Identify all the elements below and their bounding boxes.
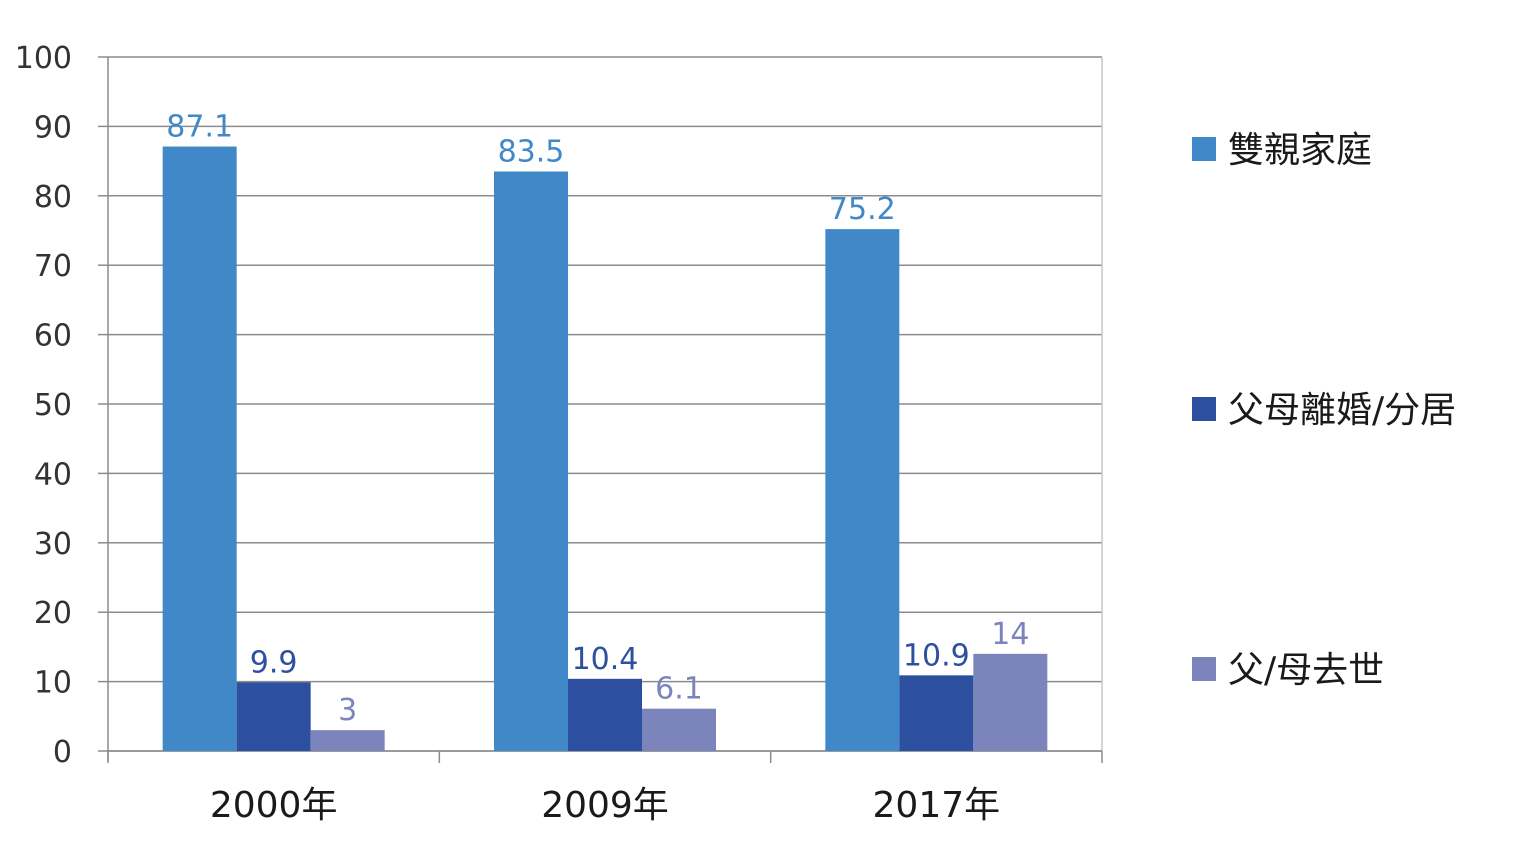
bars xyxy=(162,146,1048,751)
data-label: 10.9 xyxy=(903,638,970,673)
data-label: 75.2 xyxy=(829,192,896,227)
bar xyxy=(642,708,716,751)
x-category-label: 2009年 xyxy=(541,785,669,826)
bar xyxy=(973,653,1048,751)
bar xyxy=(236,682,311,751)
gridlines xyxy=(108,56,1102,752)
legend-swatch xyxy=(1192,137,1216,161)
data-labels: 87.1 9.9 3 83.5 10.4 6.1 75.2 10.9 14 xyxy=(166,110,1029,729)
bar xyxy=(899,675,974,751)
data-label: 83.5 xyxy=(498,135,565,170)
data-label: 9.9 xyxy=(250,645,298,680)
data-label: 3 xyxy=(338,693,357,728)
bar xyxy=(825,229,900,751)
y-tick-label: 70 xyxy=(34,249,72,284)
y-tick-label: 40 xyxy=(34,457,72,492)
x-axis: 2000年 2009年 2017年 xyxy=(107,750,1103,826)
bar xyxy=(310,730,385,751)
bar xyxy=(494,171,568,751)
y-tick-label: 60 xyxy=(34,319,72,354)
y-tick-label: 80 xyxy=(34,180,72,215)
x-category-label: 2000年 xyxy=(210,785,338,826)
y-tick-label: 50 xyxy=(34,388,72,423)
legend-label: 父母離婚/分居 xyxy=(1228,390,1456,431)
legend-label: 雙親家庭 xyxy=(1228,130,1372,171)
y-axis: 0 10 20 30 40 50 60 70 80 90 100 xyxy=(15,41,1103,770)
legend-swatch xyxy=(1192,657,1216,681)
y-tick-label: 10 xyxy=(34,666,72,701)
y-tick-label: 30 xyxy=(34,527,72,562)
y-tick-label: 0 xyxy=(53,735,72,770)
y-tick-label: 90 xyxy=(34,110,72,145)
bar xyxy=(568,678,642,751)
y-tick-label: 100 xyxy=(15,41,72,76)
legend-swatch xyxy=(1192,397,1216,421)
y-tick-label: 20 xyxy=(34,596,72,631)
data-label: 87.1 xyxy=(166,110,233,145)
legend-label: 父/母去世 xyxy=(1228,650,1384,691)
data-label: 10.4 xyxy=(572,642,639,677)
bar xyxy=(162,146,237,751)
data-label: 6.1 xyxy=(655,672,703,707)
x-category-label: 2017年 xyxy=(873,785,1001,826)
data-label: 14 xyxy=(991,617,1029,652)
